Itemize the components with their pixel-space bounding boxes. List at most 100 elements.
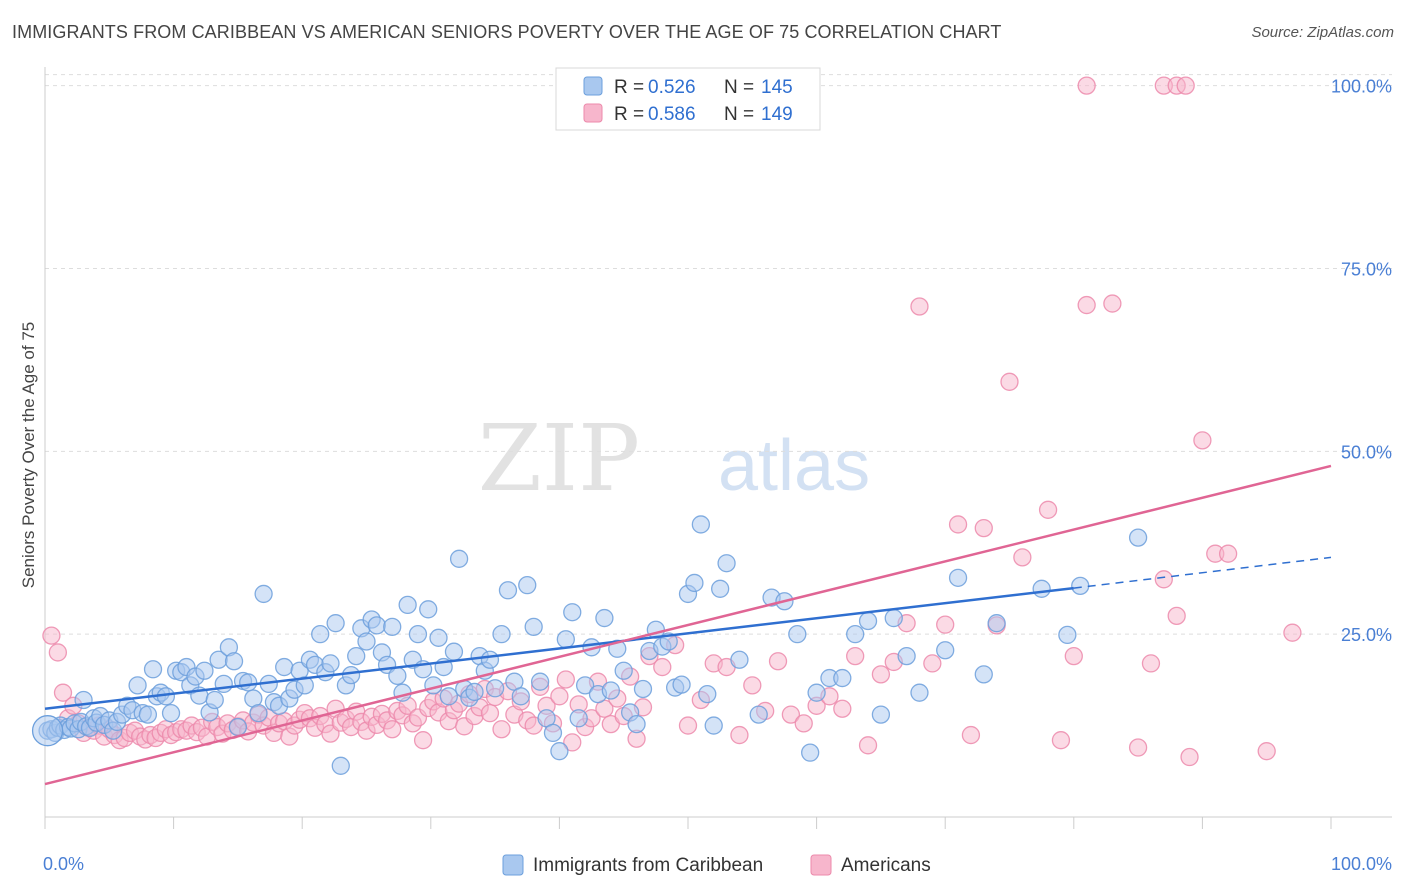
point-americans xyxy=(1038,500,1058,519)
point-caribbean-cluster xyxy=(31,715,64,747)
point-americans xyxy=(743,676,762,695)
point-caribbean xyxy=(897,646,916,666)
series-legend-label-pink: Americans xyxy=(841,855,931,876)
point-americans xyxy=(781,705,801,724)
stats-legend: R = 0.526 N = 145 R = 0.586 N = 149 xyxy=(555,67,821,131)
point-caribbean xyxy=(788,625,807,644)
point-caribbean xyxy=(398,595,417,615)
point-caribbean xyxy=(143,660,163,679)
point-americans xyxy=(1141,654,1161,673)
point-caribbean xyxy=(563,603,582,622)
point-americans xyxy=(1283,623,1302,642)
point-americans xyxy=(768,652,788,671)
point-americans xyxy=(601,714,620,734)
point-caribbean xyxy=(161,703,181,723)
point-caribbean xyxy=(601,681,620,700)
point-caribbean xyxy=(408,625,428,644)
trend-line-americans xyxy=(44,464,1332,786)
point-caribbean xyxy=(691,515,711,534)
point-caribbean xyxy=(858,611,878,631)
point-caribbean xyxy=(128,676,147,695)
point-americans xyxy=(1103,294,1122,313)
stats-legend-swatch-pink xyxy=(583,103,603,123)
point-americans xyxy=(1193,431,1212,450)
point-caribbean xyxy=(388,666,407,685)
point-americans xyxy=(53,683,73,702)
point-caribbean xyxy=(465,682,484,702)
point-caribbean xyxy=(524,617,543,636)
point-caribbean xyxy=(948,568,968,587)
point-caribbean xyxy=(383,617,402,636)
point-americans xyxy=(480,703,500,723)
point-americans xyxy=(1167,606,1186,626)
point-caribbean xyxy=(138,705,158,724)
point-caribbean xyxy=(614,661,633,680)
point-americans xyxy=(550,687,569,706)
point-americans xyxy=(1064,646,1083,666)
watermark-atlas: atlas xyxy=(718,426,870,506)
stats-n-value-pink: 149 xyxy=(761,104,793,125)
stats-r-label-blue: R = xyxy=(614,77,649,98)
chart-source: Source: ZipAtlas.com xyxy=(1251,24,1394,41)
point-caribbean xyxy=(530,672,550,691)
point-caribbean xyxy=(833,668,852,688)
x-tick-label: 0.0% xyxy=(43,854,84,874)
point-caribbean xyxy=(575,676,595,695)
point-americans xyxy=(730,725,749,745)
y-tick-label: 50.0% xyxy=(1341,442,1392,462)
point-caribbean xyxy=(449,549,469,568)
point-americans xyxy=(1077,295,1096,315)
point-caribbean xyxy=(685,573,704,593)
stats-n-label-blue: N = xyxy=(724,77,759,98)
point-caribbean xyxy=(987,614,1006,633)
point-americans xyxy=(653,657,672,677)
stats-r-value-pink: 0.586 xyxy=(648,104,696,125)
x-tick-label: 100.0% xyxy=(1331,854,1392,874)
point-americans xyxy=(678,716,698,735)
point-americans xyxy=(974,518,993,538)
point-caribbean xyxy=(228,717,248,737)
point-americans xyxy=(492,720,511,739)
point-americans xyxy=(858,736,878,755)
y-axis-label: Seniors Poverty Over the Age of 75 xyxy=(19,322,38,588)
stats-legend-swatch-blue xyxy=(583,76,603,96)
tick-labels: 25.0% 50.0% 75.0% 100.0% 0.0% 100.0% xyxy=(43,77,1392,874)
point-caribbean xyxy=(485,679,505,698)
data-points xyxy=(31,76,1302,775)
point-caribbean xyxy=(730,650,749,669)
point-caribbean xyxy=(698,684,717,704)
y-tick-label: 75.0% xyxy=(1341,259,1392,279)
point-caribbean xyxy=(347,646,366,666)
point-americans xyxy=(1077,76,1096,95)
point-caribbean xyxy=(439,687,458,706)
point-caribbean xyxy=(511,687,530,706)
point-caribbean xyxy=(704,716,723,735)
axes xyxy=(44,67,1392,829)
point-caribbean xyxy=(801,743,820,762)
point-caribbean xyxy=(807,683,826,702)
point-caribbean xyxy=(341,665,361,685)
point-americans xyxy=(413,731,433,750)
point-caribbean xyxy=(884,608,903,628)
stats-r-value-blue: 0.526 xyxy=(648,77,696,98)
point-caribbean xyxy=(627,714,646,734)
stats-n-label-pink: N = xyxy=(724,104,759,125)
point-caribbean xyxy=(672,675,691,694)
point-americans xyxy=(48,643,68,662)
trend-line-caribbean xyxy=(44,586,1074,710)
point-americans xyxy=(1218,544,1238,563)
point-caribbean xyxy=(205,690,224,710)
point-caribbean xyxy=(249,703,268,723)
point-caribbean xyxy=(429,628,448,647)
point-caribbean xyxy=(419,600,438,619)
point-caribbean xyxy=(1128,528,1148,547)
point-americans xyxy=(1013,548,1032,567)
point-caribbean xyxy=(492,625,511,644)
point-caribbean xyxy=(543,723,563,743)
point-caribbean xyxy=(717,554,736,573)
point-caribbean xyxy=(195,661,214,680)
point-caribbean xyxy=(214,674,233,694)
point-caribbean xyxy=(556,630,575,649)
trend-lines xyxy=(44,464,1332,786)
series-legend-swatch-blue xyxy=(502,854,524,876)
